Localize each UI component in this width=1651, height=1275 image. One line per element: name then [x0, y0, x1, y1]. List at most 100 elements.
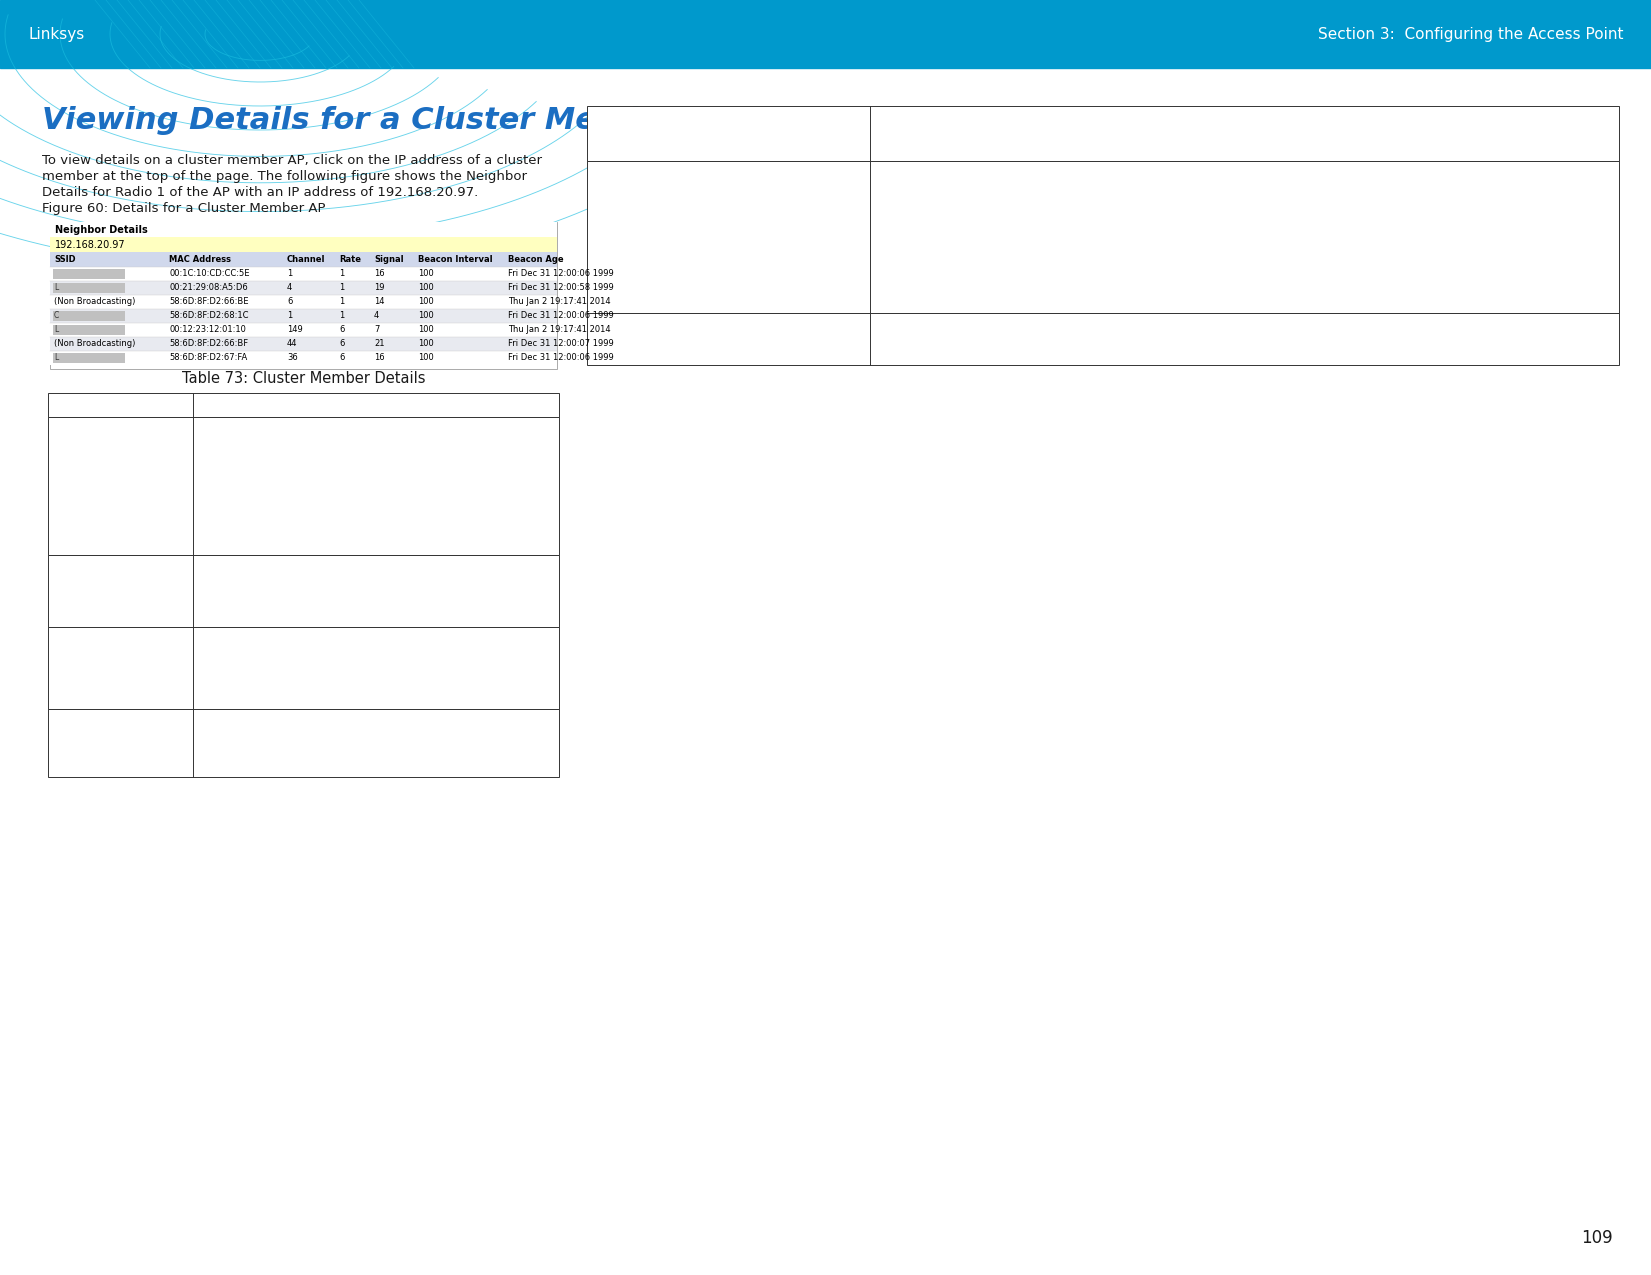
- Text: 4: 4: [287, 283, 292, 292]
- Text: spectrum that the radio uses for transmitting and: spectrum that the radio uses for transmi…: [201, 680, 520, 694]
- Text: Beacon Interval: Beacon Interval: [418, 255, 492, 264]
- Text: Rate: Rate: [338, 255, 362, 264]
- Text: 16: 16: [375, 269, 385, 278]
- Text: member at the top of the page. The following figure shows the Neighbor: member at the top of the page. The follo…: [41, 170, 527, 184]
- Text: 100: 100: [418, 297, 434, 306]
- Text: characters that uniquely identifies a wireless local: characters that uniquely identifies a wi…: [201, 455, 523, 468]
- Text: 1: 1: [287, 311, 292, 320]
- Bar: [48, 417, 560, 555]
- Bar: [53, 325, 125, 335]
- Text: in Supported Rates.: in Supported Rates.: [201, 762, 329, 775]
- Text: Name.: Name.: [201, 484, 243, 499]
- Text: Neighbor Details: Neighbor Details: [54, 224, 147, 235]
- Text: SSID: SSID: [54, 425, 86, 439]
- Text: Beacon frames are transmitted by an access point at: Beacon frames are transmitted by an acce…: [878, 201, 1218, 214]
- Text: Signal: Signal: [594, 113, 636, 128]
- Text: 16: 16: [375, 353, 385, 362]
- Text: Beacon Age: Beacon Age: [594, 321, 674, 334]
- Bar: [48, 709, 560, 776]
- Text: the same access point must always have two different: the same access point must always have t…: [201, 515, 550, 528]
- Text: The SSID is an alphanumeric string of up to 32: The SSID is an alphanumeric string of up…: [201, 440, 500, 453]
- Bar: [50, 237, 556, 252]
- Bar: [50, 280, 556, 295]
- Text: Linksys: Linksys: [28, 27, 84, 42]
- Text: 100: 100: [418, 269, 434, 278]
- Bar: [50, 266, 556, 280]
- Text: Fri Dec 31 12:00:06 1999: Fri Dec 31 12:00:06 1999: [509, 269, 614, 278]
- Text: The Service Set Identifier (SSID) for the access point.: The Service Set Identifier (SSID) for th…: [201, 425, 542, 439]
- Bar: [588, 312, 1620, 365]
- Text: Fri Dec 31 12:00:06 1999: Fri Dec 31 12:00:06 1999: [509, 353, 614, 362]
- Text: Table 73: Cluster Member Details: Table 73: Cluster Member Details: [182, 371, 426, 386]
- Text: 100: 100: [418, 325, 434, 334]
- Text: Beacon Age: Beacon Age: [509, 255, 563, 264]
- Text: second).: second).: [878, 265, 933, 278]
- Text: 58:6D:8F:D2:67:FA: 58:6D:8F:D2:67:FA: [168, 353, 248, 362]
- Text: (Non Broadcasting): (Non Broadcasting): [54, 339, 135, 348]
- Text: beacon frame once every 100 milliseconds (or 10 per: beacon frame once every 100 milliseconds…: [878, 249, 1222, 261]
- Text: Shows the beacon interval being used by this access: Shows the beacon interval being used by …: [878, 170, 1217, 182]
- Text: 6: 6: [287, 297, 292, 306]
- Text: (Non Broadcasting): (Non Broadcasting): [54, 297, 135, 306]
- Text: 109: 109: [1582, 1229, 1613, 1247]
- Text: 100: 100: [418, 353, 434, 362]
- Bar: [50, 222, 556, 237]
- Text: network names.: network names.: [201, 530, 304, 543]
- Text: Section 3:  Configuring the Access Point: Section 3: Configuring the Access Point: [1317, 27, 1623, 42]
- Bar: [48, 555, 560, 627]
- Text: 00:1C:10:CD:CC:5E: 00:1C:10:CD:CC:5E: [168, 269, 249, 278]
- Text: 192.168.20.97: 192.168.20.97: [54, 240, 125, 250]
- Bar: [50, 351, 556, 365]
- Text: 1: 1: [338, 311, 345, 320]
- Text: 58:6D:8F:D2:66:BF: 58:6D:8F:D2:66:BF: [168, 339, 248, 348]
- Bar: [588, 161, 1620, 312]
- Text: access point is currently transmitting.: access point is currently transmitting.: [201, 732, 444, 745]
- Text: area network. It is also referred to as the Network: area network. It is also referred to as …: [201, 470, 520, 483]
- Text: 100: 100: [418, 339, 434, 348]
- Text: 1: 1: [287, 269, 292, 278]
- Text: A guest network and an internal network running on: A guest network and an internal network …: [201, 500, 537, 513]
- Text: Shows the date and time of the last beacon received: Shows the date and time of the last beac…: [878, 321, 1217, 334]
- Text: 7: 7: [375, 325, 380, 334]
- Bar: [48, 393, 560, 417]
- Text: 36: 36: [287, 353, 297, 362]
- Text: 14: 14: [375, 297, 385, 306]
- Text: 6: 6: [338, 353, 345, 362]
- Bar: [50, 295, 556, 309]
- Text: 100: 100: [418, 283, 434, 292]
- Text: A MAC address is a hardware address that uniquely: A MAC address is a hardware address that…: [201, 593, 532, 606]
- Bar: [50, 323, 556, 337]
- Text: 00:21:29:08:A5:D6: 00:21:29:08:A5:D6: [168, 283, 248, 292]
- Text: from this access point.: from this access point.: [878, 337, 1024, 351]
- Text: 1: 1: [338, 297, 345, 306]
- Text: 6: 6: [338, 339, 345, 348]
- Text: Description: Description: [201, 398, 291, 412]
- Text: Channel: Channel: [54, 635, 111, 648]
- Text: L: L: [54, 325, 58, 334]
- Text: identifies each node of a network.: identifies each node of a network.: [201, 608, 419, 621]
- Text: 58:6D:8F:D2:66:BE: 58:6D:8F:D2:66:BE: [168, 297, 249, 306]
- Text: 4: 4: [375, 311, 380, 320]
- Text: 149: 149: [287, 325, 302, 334]
- Text: Field: Field: [54, 398, 92, 412]
- Text: The current rate will always be one of the rates shown: The current rate will always be one of t…: [201, 747, 550, 760]
- Text: 1: 1: [338, 269, 345, 278]
- Text: receiving.: receiving.: [201, 695, 264, 708]
- Bar: [588, 106, 1620, 161]
- Bar: [50, 222, 556, 368]
- Text: Shows the channel on which the access point is: Shows the channel on which the access po…: [201, 635, 507, 648]
- Text: 21: 21: [375, 339, 385, 348]
- Bar: [53, 269, 125, 279]
- Text: Indicates the strength of the radio signal emitting: Indicates the strength of the radio sign…: [878, 113, 1197, 128]
- Text: regular intervals to announce the existence of the: regular intervals to announce the existe…: [878, 217, 1199, 230]
- Text: Thu Jan 2 19:17:41 2014: Thu Jan 2 19:17:41 2014: [509, 297, 611, 306]
- Text: 58:6D:8F:D2:68:1C: 58:6D:8F:D2:68:1C: [168, 311, 249, 320]
- Text: Details for Radio 1 of the AP with an IP address of 192.168.20.97.: Details for Radio 1 of the AP with an IP…: [41, 186, 479, 199]
- Text: Viewing Details for a Cluster Member: Viewing Details for a Cluster Member: [41, 106, 685, 135]
- Text: from this access point as measured in decibels (Db).: from this access point as measured in de…: [878, 130, 1215, 143]
- Text: Shows the MAC address of the neighboring access: Shows the MAC address of the neighboring…: [201, 564, 523, 576]
- Bar: [53, 283, 125, 293]
- Text: MAC Address: MAC Address: [168, 255, 231, 264]
- Text: SSID: SSID: [54, 255, 76, 264]
- Text: Signal: Signal: [375, 255, 403, 264]
